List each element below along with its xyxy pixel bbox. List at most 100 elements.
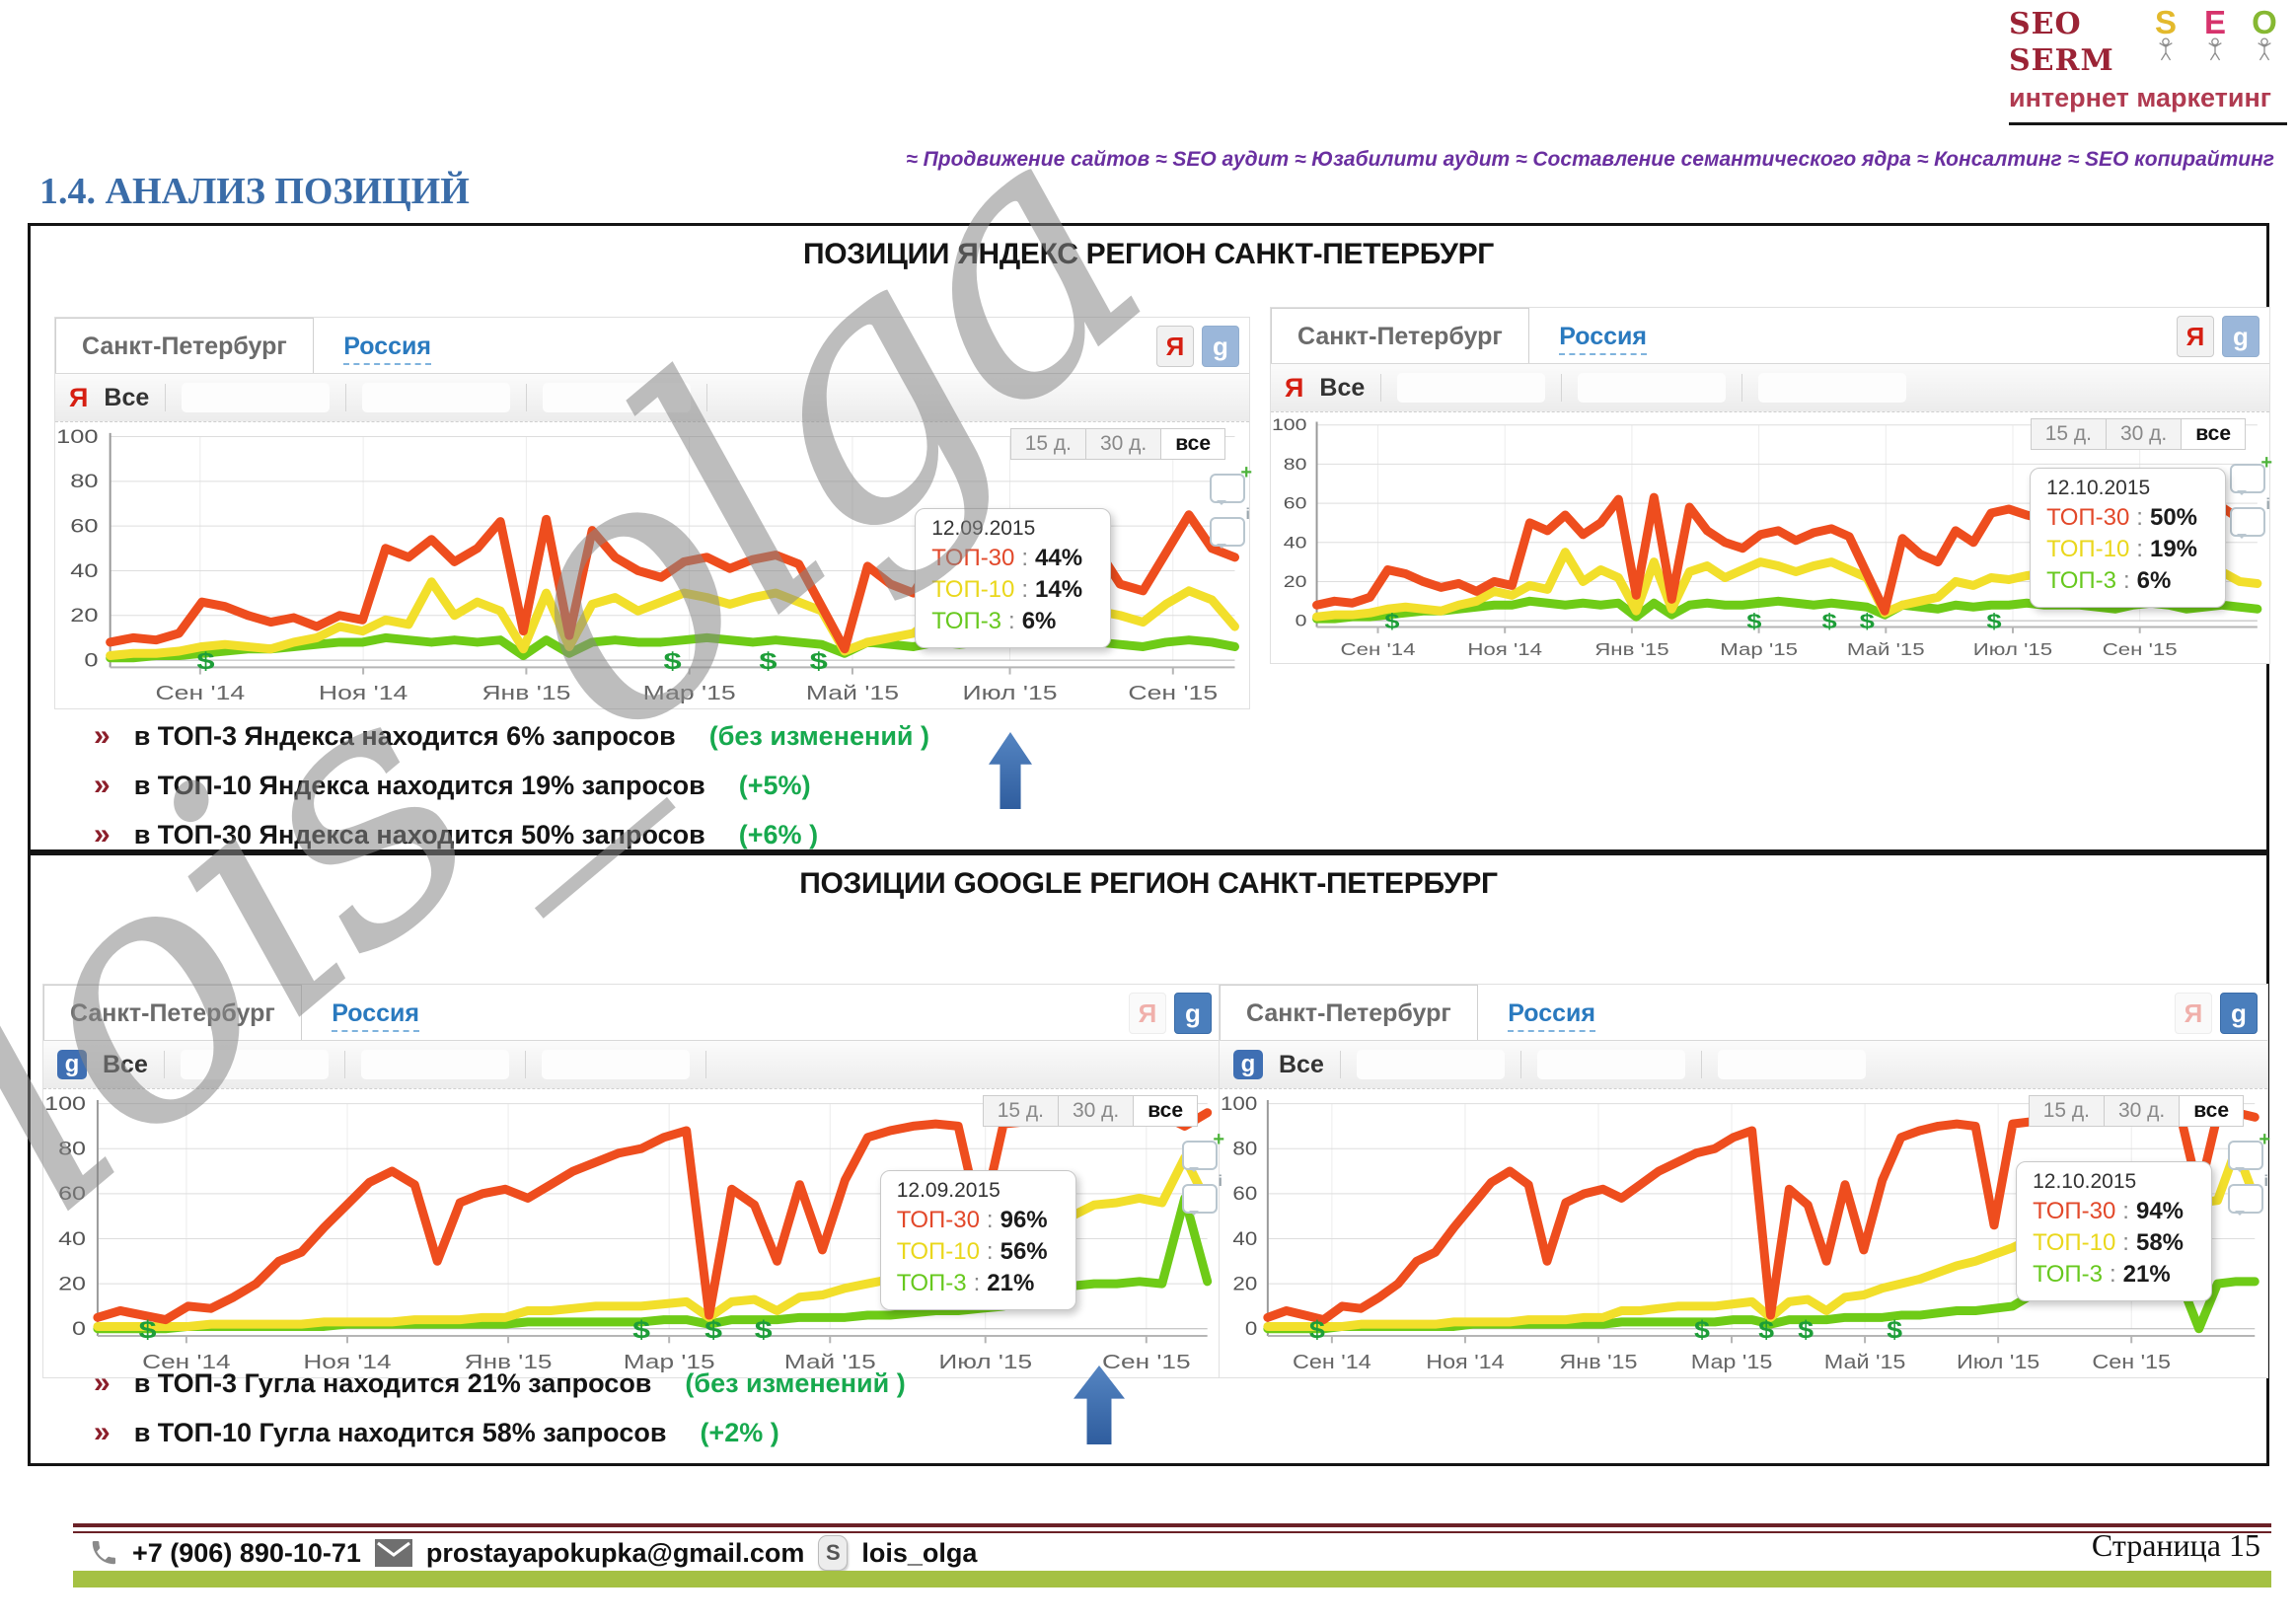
range-15d-button[interactable]: 15 д. (982, 1095, 1058, 1127)
filter-all[interactable]: Все (1279, 1050, 1324, 1078)
svg-text:20: 20 (70, 605, 98, 626)
tab-saint-petersburg[interactable]: Санкт-Петербург (1220, 985, 1478, 1040)
google-icon[interactable]: g (2222, 316, 2259, 357)
yandex-icon: Я (69, 382, 89, 412)
filter-all[interactable]: Все (104, 383, 150, 411)
divider (163, 1051, 165, 1078)
services-nav-line[interactable]: ≈ Продвижение сайтов ≈ SEO аудит ≈ Юзаби… (906, 148, 2274, 171)
range-all-button[interactable]: все (1133, 1095, 1198, 1127)
comment-add-icon[interactable] (1210, 462, 1252, 505)
comment-info-icon[interactable] (2228, 1173, 2268, 1216)
change-badge: (+5%) (738, 771, 811, 800)
google-icon[interactable]: g (1202, 326, 1239, 367)
redacted-filter-item[interactable] (1356, 1050, 1505, 1079)
filter-toolbar: Я Все (1271, 364, 2269, 412)
bullet-marker: » (94, 1416, 111, 1448)
google-icon: g (1233, 1050, 1263, 1079)
google-icon[interactable]: g (2220, 993, 2258, 1034)
top30-label: ТОП-30 (931, 545, 1015, 571)
yandex-icon: Я (1285, 372, 1304, 403)
svg-text:60: 60 (70, 516, 98, 537)
svg-text:$: $ (1887, 1316, 1902, 1344)
filter-all[interactable]: Все (103, 1050, 148, 1078)
redacted-filter-item[interactable] (541, 1050, 690, 1079)
redacted-filter-item[interactable] (180, 1050, 329, 1079)
comment-add-icon[interactable] (2230, 452, 2272, 495)
range-30d-button[interactable]: 30 д. (1084, 428, 1161, 460)
redacted-filter-item[interactable] (1397, 373, 1546, 403)
bullet-marker: » (94, 769, 111, 801)
svg-text:$: $ (1798, 1316, 1814, 1344)
top10-label: ТОП-10 (2046, 535, 2130, 562)
range-30d-button[interactable]: 30 д. (2105, 418, 2182, 450)
yandex-icon[interactable]: Я (2175, 993, 2212, 1034)
change-badge: (без изменений ) (708, 721, 930, 751)
redacted-filter-item[interactable] (1536, 1050, 1685, 1079)
skype-icon: S (818, 1535, 849, 1571)
range-buttons: 15 д. 30 д. все (2030, 418, 2246, 450)
svg-text:$: $ (1822, 611, 1838, 634)
yandex-icon[interactable]: Я (1156, 326, 1194, 367)
comment-add-icon[interactable] (1182, 1129, 1224, 1172)
redacted-filter-item[interactable] (182, 383, 331, 412)
range-30d-button[interactable]: 30 д. (1057, 1095, 1134, 1127)
yandex-positions-panel: ПОЗИЦИИ ЯНДЕКС РЕГИОН САНКТ-ПЕТЕРБУРГ Са… (28, 223, 2272, 852)
top10-value: 14% (1035, 576, 1083, 603)
svg-text:40: 40 (70, 560, 98, 581)
google-icon: g (57, 1050, 87, 1079)
tab-saint-petersburg[interactable]: Санкт-Петербург (1271, 308, 1529, 363)
redacted-filter-item[interactable] (1758, 373, 1907, 403)
range-15d-button[interactable]: 15 д. (1009, 428, 1085, 460)
comment-info-icon[interactable] (1210, 506, 1250, 549)
svg-text:$: $ (196, 648, 214, 675)
change-badge: (+2% ) (700, 1418, 779, 1447)
svg-text:Май '15: Май '15 (1824, 1350, 1906, 1372)
email-icon (374, 1539, 412, 1567)
redacted-filter-item[interactable] (362, 383, 511, 412)
svg-text:Ноя '14: Ноя '14 (1467, 640, 1542, 659)
chart-zone: 15 д. 30 д. все 0 20 40 60 80 100 Сен '14 Ноя '… (55, 422, 1252, 708)
tab-russia[interactable]: Россия (1533, 309, 1672, 364)
range-15d-button[interactable]: 15 д. (2030, 418, 2106, 450)
yandex-icon[interactable]: Я (1129, 993, 1166, 1034)
range-all-button[interactable]: все (2181, 418, 2246, 450)
comment-info-icon[interactable] (1182, 1173, 1222, 1216)
comment-add-icon[interactable] (2228, 1129, 2270, 1172)
top30-value: 96% (1000, 1206, 1048, 1233)
google-icon[interactable]: g (1174, 993, 1212, 1034)
top10-value: 56% (1000, 1237, 1048, 1265)
redacted-filter-item[interactable] (1717, 1050, 1866, 1079)
redacted-filter-item[interactable] (543, 383, 692, 412)
range-all-button[interactable]: все (2179, 1095, 2244, 1127)
email-address[interactable]: prostayapokupka@gmail.com (425, 1537, 805, 1568)
chart-side-icons (1182, 1129, 1224, 1216)
divider (343, 1051, 345, 1078)
tab-saint-petersburg[interactable]: Санкт-Петербург (55, 318, 314, 373)
svg-text:Июл '15: Июл '15 (1957, 1350, 2039, 1372)
yandex-icon[interactable]: Я (2177, 316, 2214, 357)
comment-info-icon[interactable] (2230, 496, 2270, 539)
figure-s: S (2143, 6, 2188, 66)
divider (1741, 374, 1743, 402)
svg-text:Июл '15: Июл '15 (938, 1351, 1032, 1372)
range-all-button[interactable]: все (1160, 428, 1225, 460)
svg-text:$: $ (1758, 1316, 1774, 1344)
range-15d-button[interactable]: 15 д. (2028, 1095, 2104, 1127)
redacted-filter-item[interactable] (1578, 373, 1727, 403)
region-tabs: Санкт-Петербург Россия Я g (1220, 985, 2267, 1041)
chart-zone: 15 д. 30 д. все 0 20 40 60 80 100 Сен '14 Ноя '… (43, 1089, 1224, 1377)
filter-all[interactable]: Все (1319, 373, 1366, 402)
svg-text:$: $ (1746, 611, 1762, 634)
tab-russia[interactable]: Россия (318, 319, 457, 374)
range-buttons: 15 д. 30 д. все (2028, 1095, 2244, 1127)
tab-saint-petersburg[interactable]: Санкт-Петербург (43, 985, 302, 1040)
redacted-filter-item[interactable] (360, 1050, 509, 1079)
tooltip-date: 12.09.2015 (896, 1178, 1000, 1202)
svg-text:Мар '15: Мар '15 (624, 1351, 715, 1372)
footer-top-rule (73, 1523, 2271, 1533)
svg-text:$: $ (1384, 611, 1400, 634)
svg-text:Сен '14: Сен '14 (1341, 640, 1416, 659)
tab-russia[interactable]: Россия (306, 986, 445, 1041)
range-30d-button[interactable]: 30 д. (2103, 1095, 2180, 1127)
tab-russia[interactable]: Россия (1482, 986, 1621, 1041)
